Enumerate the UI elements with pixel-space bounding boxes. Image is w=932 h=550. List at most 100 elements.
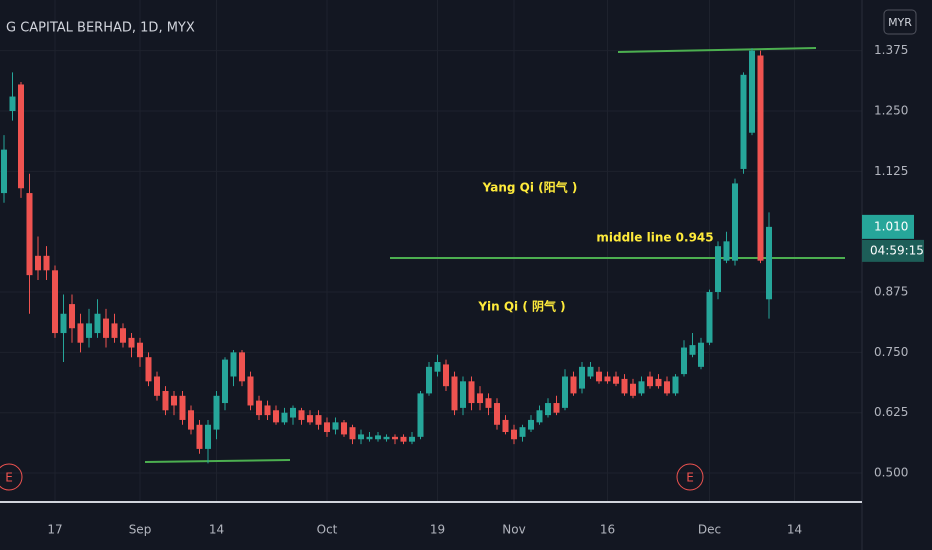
candle-body: [451, 376, 458, 411]
candle-body: [698, 342, 704, 367]
candles: [1, 48, 772, 464]
candle-body: [137, 342, 143, 358]
candle-body: [324, 422, 330, 433]
x-tick-label: 19: [430, 523, 445, 537]
candle-body: [358, 434, 364, 440]
candle-body: [468, 381, 475, 404]
candle-body: [460, 381, 466, 408]
candle-body: [239, 352, 245, 382]
candle-body: [570, 376, 577, 394]
candle-body: [630, 383, 636, 396]
candle-body: [366, 436, 373, 440]
event-marker[interactable]: [0, 463, 23, 491]
candle-body: [604, 376, 611, 382]
candle-body: [60, 313, 67, 334]
x-tick-label: 16: [600, 523, 615, 537]
event-marker[interactable]: [676, 463, 704, 491]
annotation: Yin Qi ( 阴气 ): [477, 299, 565, 314]
candle-body: [171, 395, 177, 406]
candle-body: [672, 376, 679, 394]
candle-body: [188, 410, 194, 430]
candle-body: [400, 436, 407, 442]
countdown-box: [862, 239, 924, 262]
y-tick-label: 0.875: [874, 285, 908, 299]
candle-body: [26, 193, 33, 276]
y-tick-label: 1.250: [874, 104, 908, 118]
candle-body: [332, 422, 339, 430]
x-tick-label: Sep: [129, 523, 152, 537]
candle-body: [18, 84, 24, 189]
currency-label[interactable]: MYR: [888, 16, 912, 29]
candle-body: [375, 435, 381, 440]
candle-body: [392, 436, 398, 440]
currency-button[interactable]: [883, 9, 917, 35]
candle-body: [315, 415, 322, 425]
candle-body: [264, 405, 271, 416]
candle-body: [766, 226, 772, 300]
candle-body: [621, 378, 628, 394]
chart-title: G CAPITAL BERHAD, 1D, MYX: [6, 21, 195, 36]
x-tick-label: 17: [47, 523, 62, 537]
y-tick-label: 1.125: [874, 164, 908, 178]
candle-body: [247, 376, 254, 406]
candle-body: [111, 323, 118, 338]
candle-body: [553, 403, 560, 413]
candle-body: [128, 337, 135, 348]
candle-body: [689, 345, 696, 355]
candle-body: [120, 328, 126, 343]
candle-body: [434, 362, 441, 372]
candle-body: [273, 410, 279, 423]
candle-body: [681, 347, 687, 375]
candle-body: [205, 424, 211, 449]
candle-body: [281, 412, 288, 423]
x-tick-label: Nov: [502, 523, 525, 537]
candle-body: [638, 381, 645, 394]
y-tick-label: 1.375: [874, 43, 908, 57]
candle-body: [35, 255, 41, 271]
candle-body: [409, 436, 415, 442]
candle-body: [485, 398, 492, 408]
candle-body: [307, 415, 313, 423]
candle-body: [723, 241, 730, 261]
annotation: middle line 0.945: [596, 231, 713, 245]
last-price-label: 1.010: [874, 219, 908, 233]
candle-body: [587, 366, 594, 377]
candle-body: [103, 318, 109, 338]
candle-body: [179, 395, 186, 420]
candle-body: [519, 427, 526, 437]
candle-body: [145, 357, 152, 382]
candle-body: [213, 395, 220, 430]
y-tick-label: 0.750: [874, 345, 908, 359]
candle-body: [1, 149, 7, 194]
trend-line: [144, 459, 291, 463]
candle-body: [706, 292, 713, 343]
candle-body: [596, 371, 602, 382]
candle-body: [613, 376, 619, 384]
candle-body: [94, 313, 101, 334]
event-label[interactable]: E: [686, 471, 694, 485]
candle-body: [664, 381, 670, 394]
last-price-box: [862, 214, 914, 239]
candle-body: [740, 74, 747, 169]
candle-body: [196, 424, 203, 449]
x-tick-label: 14: [209, 523, 224, 537]
candle-body: [494, 403, 500, 425]
candle-body: [298, 410, 305, 420]
candle-body: [715, 246, 721, 293]
candle-body: [426, 366, 432, 394]
candle-body: [256, 400, 262, 416]
candle-body: [69, 304, 75, 329]
candle-body: [230, 352, 237, 377]
candle-body: [52, 270, 58, 334]
candle-body: [383, 436, 390, 440]
event-label[interactable]: E: [5, 471, 13, 485]
candle-body: [579, 366, 585, 389]
candle-body: [443, 364, 449, 387]
candle-body: [477, 393, 483, 404]
candle-body: [162, 390, 169, 411]
y-tick-label: 0.500: [874, 466, 908, 480]
x-tick-label: 14: [787, 523, 802, 537]
candle-body: [528, 419, 534, 430]
